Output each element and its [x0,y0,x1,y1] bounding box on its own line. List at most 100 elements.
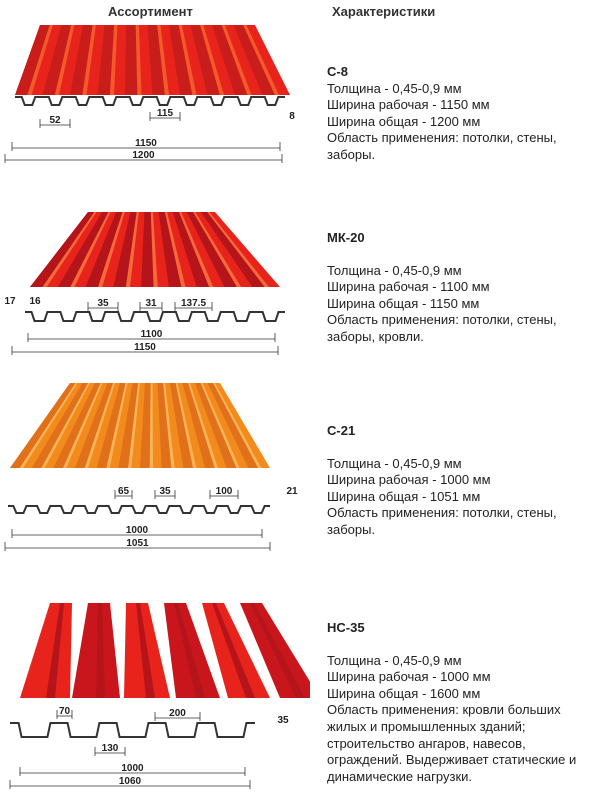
dim-a: 16 [29,296,41,307]
sheet-rib [170,383,194,468]
hc35-sheet-rib [136,603,155,698]
sheet-rib [118,383,139,468]
dim-total-width: 1060 [119,776,142,787]
dim-work-width: 1000 [121,763,144,774]
product-c8: С-8 Толщина - 0,45-0,9 мм Ширина рабочая… [327,64,587,164]
profile-outline [10,722,255,738]
sheet-rib [157,383,172,468]
sheet-rib [140,383,151,468]
hc35-sheet-rib [46,603,64,698]
sheet-rib-highlight [70,212,111,287]
product-mk20: МК-20 Толщина - 0,45-0,9 мм Ширина рабоч… [327,230,587,346]
sheet-rib-highlight [150,212,158,287]
sheet-rib [195,383,237,468]
product-title: С-21 [327,423,356,438]
product-hc35: НС-35 Толщина - 0,45-0,9 мм Ширина рабоч… [327,620,589,785]
dim-b: 130 [102,743,119,754]
dim-height: 8 [289,111,295,122]
dim-pitch: 137.5 [181,298,206,309]
dim-height: 17 [4,296,16,307]
sheet-rib-highlight [221,25,252,95]
sheet-rib [182,383,215,468]
dim-total-width: 1150 [134,342,156,353]
dim-a: 65 [118,486,130,497]
mk20-illustration: 17 16 35 31 137.5 1100 1150 [4,212,285,355]
dim-c: 31 [145,298,157,309]
sheet-rib [186,212,237,287]
dim-height: 21 [286,486,298,497]
dim-work-width: 1100 [141,329,163,340]
dim-pitch: 115 [157,108,174,119]
sheet-rib-highlight [135,25,142,95]
sheet-rib-highlight [54,25,75,95]
sheet-rib [125,25,138,95]
sheet-rib-highlight [42,212,97,287]
sheet-rib [233,25,275,95]
sheet-rib-highlight [164,212,186,287]
sheet-rib-highlight [41,383,90,468]
sheet-rib [97,25,115,95]
spec-line: Ширина общая - 1150 мм [327,295,480,311]
dim-rib-top: 52 [49,115,61,126]
sheet-rib [75,383,114,468]
sheet-rib-highlight [63,383,103,468]
sheet-rib [158,212,182,287]
profile-outline [25,311,285,322]
sheet-rib-highlight [157,25,169,95]
hc35-sheet-rib [212,603,255,698]
spec-line: Область применения: потолки, стены, забо… [327,505,557,537]
sheet-rib [169,25,193,95]
dim-work-width: 1150 [135,138,157,149]
sheet-rib [190,25,220,95]
c21-illustration: 65 35 100 21 1000 1051 [4,383,298,551]
header-characteristics: Характеристики [332,4,436,19]
sheet-rib-highlight [178,25,197,95]
profile-outline [8,505,270,514]
sheet-rib [42,25,72,95]
sheet-rib-highlight [213,383,262,468]
sheet-rib [212,25,248,95]
sheet-rib-highlight [188,383,218,468]
spec-line: Область применения: кровли больших жилых… [327,702,577,784]
hc35-sheet-rib [250,603,305,698]
sheet-rib-highlight [207,212,269,287]
sheet-rib-highlight [243,25,279,95]
profile-outline [15,96,285,106]
sheet-rib [172,212,210,287]
hc35-sheet [20,603,72,698]
hc35-sheet [164,603,220,698]
sheet-rib-highlight [125,212,139,287]
product-title: С-8 [327,64,348,79]
dim-b: 35 [159,486,171,497]
sheet-rib [207,383,259,468]
sheet-rib [200,212,265,287]
spec-line: Область применения: потолки, стены, забо… [327,130,557,162]
dim-height: 35 [277,715,289,726]
spec-line: Ширина рабочая - 1100 мм [327,279,490,295]
dim-pitch: 200 [169,708,186,719]
sheet-rib [96,383,126,468]
spec-line: Ширина рабочая - 1150 мм [327,97,490,113]
sheet-rib [57,212,109,287]
spec-line: Толщина - 0,45-0,9 мм [327,262,462,278]
spec-line: Область применения: потолки, стены, забо… [327,312,557,344]
product-title: НС-35 [327,620,365,635]
sheet-rib-highlight [149,383,153,468]
spec-line: Ширина общая - 1051 мм [327,488,481,504]
spec-line: Ширина общая - 1600 мм [327,685,481,701]
sheet-rib [85,212,123,287]
sheet-rib [70,25,93,95]
dim-work-width: 1000 [126,525,149,536]
product-title: МК-20 [327,230,365,245]
sheet-rib-highlight [163,383,175,468]
sheet-rib [53,383,101,468]
spec-line: Ширина рабочая - 1000 мм [327,669,491,685]
sheet-rib-highlight [106,383,128,468]
hc35-sheet-rib [96,603,105,698]
hc35-illustration: 70 130 200 35 1000 1060 [9,603,310,789]
sheet-rib [15,25,50,95]
sheet-rib-highlight [193,212,242,287]
sheet-rib [10,383,76,468]
sheet-rib-highlight [200,383,240,468]
